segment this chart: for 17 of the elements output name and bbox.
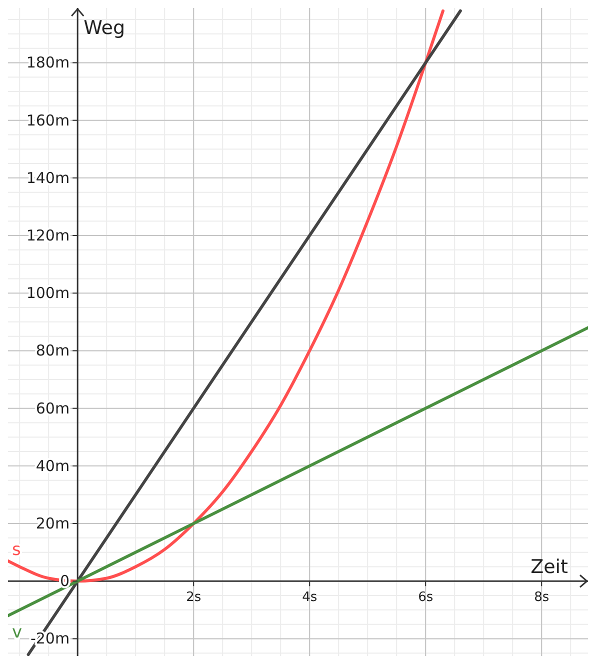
x-tick-label: 6s bbox=[418, 590, 434, 606]
x-axis-title: Zeit bbox=[530, 556, 568, 578]
y-tick-label: 20m bbox=[36, 514, 70, 533]
y-tick-label: 60m bbox=[36, 399, 70, 418]
y-tick-label: 120m bbox=[26, 226, 70, 245]
series-label: s bbox=[12, 540, 21, 560]
x-tick-label: 4s bbox=[302, 590, 318, 606]
y-tick-label: 100m bbox=[26, 284, 70, 302]
y-tick-label: 80m bbox=[36, 342, 70, 360]
y-tick-label: 180m bbox=[26, 54, 70, 72]
y-tick-label: 40m bbox=[36, 456, 70, 475]
y-axis-title: Weg bbox=[84, 17, 126, 39]
y-tick-label: 160m bbox=[26, 111, 70, 130]
series-label: v bbox=[12, 622, 22, 643]
x-tick-label: 2s bbox=[186, 590, 202, 606]
x-tick-label: 8s bbox=[534, 590, 550, 606]
y-tick-label: 140m bbox=[26, 168, 70, 187]
